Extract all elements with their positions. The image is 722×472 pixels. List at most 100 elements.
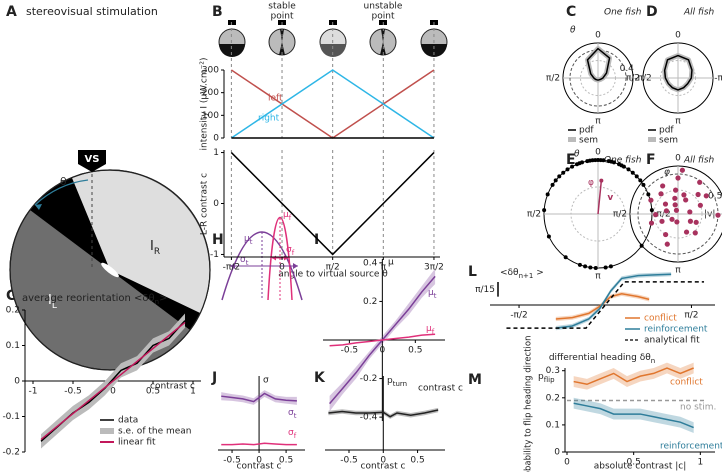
sem-band bbox=[585, 46, 613, 83]
series-line bbox=[555, 293, 650, 320]
series-label: μt bbox=[428, 288, 437, 301]
panel-g-labels: average reorientation <δθn> contrast c d… bbox=[22, 293, 195, 448]
point bbox=[638, 178, 643, 183]
arena-light bbox=[72, 170, 210, 313]
angle-label: φ bbox=[664, 168, 670, 178]
letter: I bbox=[314, 232, 319, 248]
x-tick-label: 0 bbox=[564, 458, 570, 468]
series-label: no stim. bbox=[680, 403, 716, 413]
x-tick-label: 0 bbox=[279, 263, 285, 273]
point bbox=[542, 208, 547, 213]
theta-tick-label: π/2 bbox=[546, 74, 560, 84]
s: t bbox=[250, 238, 253, 246]
point bbox=[585, 159, 590, 164]
series-line bbox=[221, 442, 297, 446]
point bbox=[634, 174, 639, 179]
x-axis-label: differential heading δθn bbox=[549, 353, 655, 366]
x-tick-label: π/2 bbox=[326, 263, 340, 273]
icon bbox=[319, 20, 347, 57]
point bbox=[574, 162, 579, 167]
y-tick-label: 0.3 bbox=[546, 366, 560, 376]
t: average reorientation <δθ bbox=[22, 293, 155, 304]
theta-tick-label: 0 bbox=[675, 154, 681, 164]
series-label: reinforcement bbox=[660, 442, 722, 452]
series-line bbox=[573, 367, 694, 386]
series-label: σt bbox=[288, 408, 297, 421]
icon bbox=[268, 20, 296, 56]
letter: D bbox=[646, 4, 658, 20]
error-band bbox=[573, 397, 694, 434]
point bbox=[672, 195, 678, 201]
letter: L bbox=[468, 264, 477, 280]
region-label: IR bbox=[150, 239, 160, 257]
point bbox=[593, 265, 598, 270]
point bbox=[679, 167, 685, 173]
y-tick-label: -0.4 bbox=[360, 413, 378, 423]
point bbox=[659, 218, 665, 224]
panel-title: stereovisual stimulation bbox=[26, 5, 158, 18]
theta-tick-label: -π/2 bbox=[714, 74, 722, 84]
point bbox=[545, 192, 550, 197]
legend-label: conflict bbox=[644, 314, 677, 324]
vector-head bbox=[599, 178, 604, 183]
annotation: stable bbox=[268, 2, 296, 12]
point bbox=[557, 174, 562, 179]
theta-tick-label: π/2 bbox=[626, 74, 640, 84]
x-tick-label: π/2 bbox=[684, 311, 698, 321]
point bbox=[664, 241, 670, 247]
point bbox=[697, 202, 703, 208]
x-tick-label: 3π/2 bbox=[424, 263, 444, 273]
point bbox=[606, 159, 611, 164]
point bbox=[570, 164, 575, 169]
y-tick-label: 300 bbox=[202, 66, 219, 76]
s: f bbox=[294, 432, 297, 440]
theta-tick-label: π/2 bbox=[527, 210, 541, 220]
panel-h: μt μf σf σt bbox=[221, 210, 303, 301]
point bbox=[669, 216, 675, 222]
y-axis-label: σ bbox=[263, 376, 269, 386]
s: n+1 bbox=[519, 272, 534, 280]
y-tick-label: π/15 bbox=[475, 285, 495, 295]
x-tick-label: 0 bbox=[256, 456, 262, 466]
point bbox=[648, 197, 654, 203]
icon bbox=[420, 20, 448, 57]
y-axis-label: μ bbox=[388, 258, 394, 268]
y-axis-label: pturn bbox=[387, 376, 407, 389]
arena-border bbox=[9, 169, 211, 371]
annotation: unstable bbox=[364, 2, 403, 12]
vs-marker bbox=[78, 150, 106, 172]
vs-label: VS bbox=[85, 154, 100, 165]
y-axis-label: L-R contrast c bbox=[200, 173, 210, 235]
panel-title: pflip bbox=[538, 372, 555, 385]
vector-label: v bbox=[607, 193, 613, 203]
theta-tick-label: 0 bbox=[675, 31, 681, 41]
angle-arc bbox=[34, 179, 89, 206]
y-tick-label: 0 bbox=[554, 448, 560, 458]
s: f bbox=[432, 328, 435, 336]
legend-label: s.e. of the mean bbox=[118, 427, 192, 437]
point bbox=[687, 218, 694, 224]
x-tick-label: 1 bbox=[190, 387, 196, 397]
point bbox=[617, 162, 622, 167]
series-line bbox=[328, 409, 439, 418]
y-tick-label: 0.1 bbox=[546, 420, 560, 430]
y-axis-label: intensity I (μW.cm⁻²) bbox=[200, 58, 210, 151]
angle-label: θ bbox=[570, 26, 576, 36]
point bbox=[674, 219, 680, 225]
theta-tick-label: 0 bbox=[595, 148, 601, 158]
y-axis-label: Probability to flip heading direction bbox=[524, 336, 534, 472]
e: > bbox=[533, 268, 543, 278]
series-line bbox=[221, 392, 297, 403]
series-label: conflict bbox=[670, 378, 703, 388]
panel-b-icons: stable point unstable point left right i… bbox=[200, 2, 448, 280]
x-tick-label: -0.5 bbox=[64, 387, 82, 397]
series-line bbox=[230, 69, 435, 139]
x-axis-label: contrast c bbox=[150, 382, 195, 392]
m: σ bbox=[286, 245, 292, 255]
point bbox=[608, 264, 613, 269]
label: σf bbox=[286, 245, 295, 258]
angle-arrow bbox=[35, 204, 42, 210]
point bbox=[563, 255, 568, 260]
series-line bbox=[230, 69, 435, 139]
panel-title: All fish bbox=[683, 156, 715, 166]
